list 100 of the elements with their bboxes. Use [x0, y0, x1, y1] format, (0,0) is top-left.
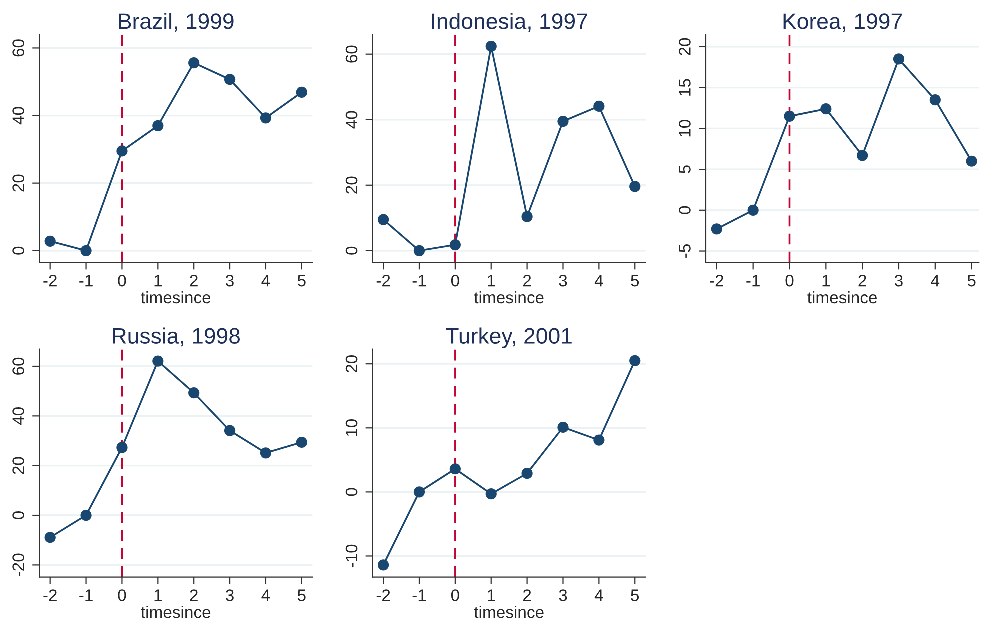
point [378, 214, 390, 226]
x-tick-label: 4 [594, 275, 604, 287]
point [44, 236, 56, 247]
x-axis-title: timesince [474, 291, 544, 304]
x-tick-label: 0 [118, 274, 126, 287]
y-tick-label: 0 [346, 488, 358, 496]
x-tick-label: 2 [190, 274, 198, 287]
point [522, 468, 533, 480]
point [820, 104, 832, 115]
point [116, 146, 128, 157]
point [486, 40, 497, 52]
y-tick-label: 20 [679, 38, 691, 56]
x-tick-label: 1 [488, 590, 496, 602]
y-tick-label: 20 [346, 355, 358, 373]
point [296, 86, 308, 98]
x-tick-label: 1 [154, 275, 162, 287]
point [44, 532, 56, 544]
point [224, 74, 236, 86]
y-tick-label: -10 [346, 544, 358, 568]
x-tick-label: 1 [488, 275, 496, 287]
x-tick-label: 1 [822, 275, 830, 287]
y-tick-label: 0 [346, 246, 358, 255]
y-tick-label: 20 [12, 174, 24, 192]
x-tick-label: -1 [80, 590, 93, 602]
x-tick-label: 5 [298, 590, 306, 602]
x-tick-label: 2 [524, 274, 532, 287]
point [594, 100, 605, 112]
x-axis-title: timesince [474, 606, 544, 618]
y-tick-label: 40 [12, 107, 24, 125]
point [188, 58, 200, 69]
point [558, 422, 569, 434]
point [748, 204, 759, 216]
point [857, 150, 868, 162]
point [711, 224, 722, 235]
y-tick-label: -5 [679, 244, 691, 258]
x-tick-label: -1 [746, 275, 760, 287]
point [522, 211, 533, 222]
x-tick-label: 0 [451, 590, 460, 602]
x-tick-label: 2 [858, 274, 866, 287]
x-tick-label: 0 [786, 274, 794, 287]
point [152, 120, 164, 132]
x-tick-label: 5 [631, 590, 640, 602]
x-tick-label: 3 [226, 274, 234, 287]
y-tick-label: 20 [12, 457, 24, 474]
point [450, 239, 461, 251]
y-tick-label: 0 [12, 512, 24, 520]
point [260, 448, 272, 459]
point [594, 434, 605, 446]
x-tick-label: 5 [631, 275, 640, 287]
point [630, 181, 641, 192]
point [224, 425, 236, 436]
x-tick-label: -2 [376, 274, 390, 287]
point [450, 464, 461, 475]
point [930, 94, 941, 106]
x-tick-label: 3 [894, 274, 903, 287]
x-tick-label: 1 [154, 590, 162, 602]
x-tick-label: -2 [44, 590, 57, 602]
x-tick-label: 4 [262, 590, 270, 602]
chart-title: Brazil, 1999 [119, 13, 234, 32]
point [630, 355, 641, 366]
point [152, 356, 164, 367]
chart-title: Russia, 1998 [113, 328, 240, 347]
chart-title: Indonesia, 1997 [432, 13, 588, 32]
x-axis-title: timesince [141, 291, 211, 304]
x-tick-label: 4 [931, 275, 940, 287]
point [486, 488, 497, 500]
y-tick-label: 10 [679, 120, 691, 137]
point [80, 245, 92, 256]
y-tick-label: 0 [679, 206, 691, 214]
point [260, 112, 272, 124]
y-tick-label: 10 [346, 420, 358, 436]
point [296, 436, 308, 448]
point [414, 486, 426, 498]
chart-title: Korea, 1997 [784, 14, 902, 32]
y-tick-label: 60 [12, 358, 24, 375]
x-tick-label: 2 [524, 590, 532, 602]
x-tick-label: 0 [451, 274, 460, 287]
x-tick-label: -2 [710, 274, 724, 287]
x-tick-label: 5 [968, 275, 976, 287]
x-tick-label: 2 [190, 590, 198, 602]
point [116, 442, 128, 454]
y-tick-label: -20 [12, 554, 24, 576]
y-tick-label: 60 [12, 40, 24, 57]
x-tick-label: -2 [376, 590, 390, 602]
x-axis-title: timesince [808, 291, 878, 304]
y-tick-label: 5 [679, 166, 691, 174]
point [784, 110, 796, 122]
x-axis-title: timesince [141, 606, 211, 618]
point [80, 510, 92, 522]
x-tick-label: -1 [412, 275, 426, 287]
y-tick-label: 40 [12, 408, 24, 426]
x-tick-label: 5 [298, 275, 306, 287]
y-tick-label: 60 [346, 46, 358, 63]
x-tick-label: -1 [80, 275, 93, 287]
point [558, 116, 569, 128]
x-tick-label: 4 [262, 275, 270, 287]
x-tick-label: 4 [594, 590, 604, 602]
y-tick-label: 0 [12, 246, 24, 255]
x-tick-label: 3 [226, 590, 234, 602]
x-tick-label: 3 [559, 590, 568, 602]
